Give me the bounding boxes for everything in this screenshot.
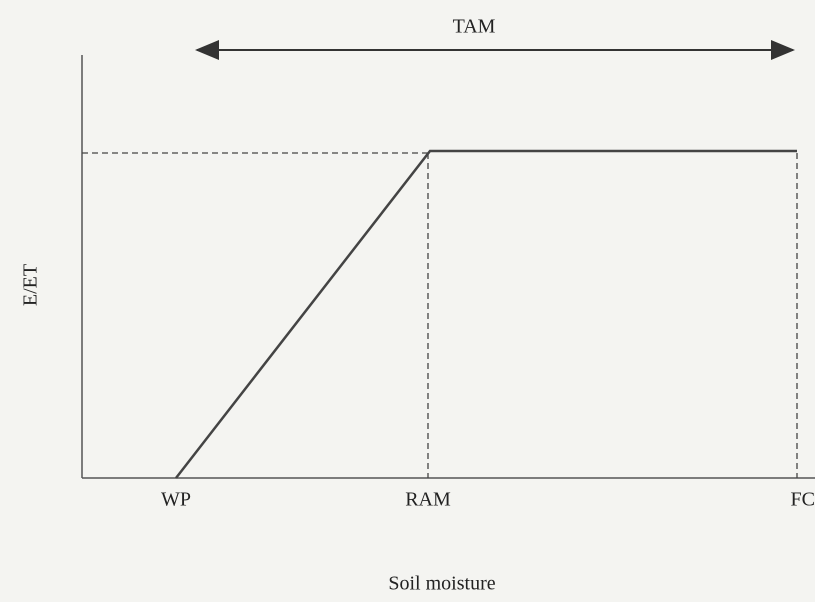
point-label: RAM xyxy=(405,489,451,511)
point-label: WP xyxy=(161,489,191,511)
curve xyxy=(175,149,797,479)
x-axis-label: Soil moisture xyxy=(388,573,495,595)
title: TAM xyxy=(453,16,496,38)
point-label: FC xyxy=(791,489,815,511)
y-axis-label: E/ET xyxy=(20,264,42,306)
